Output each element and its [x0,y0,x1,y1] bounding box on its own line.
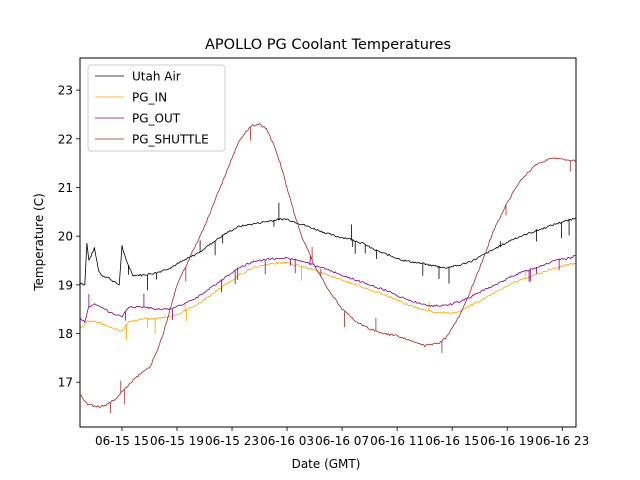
series-layer [79,123,577,414]
y-tick-label: 19 [58,278,73,292]
x-tick-label: 06-16 07 [315,434,369,448]
series-line-pg-out [79,255,576,323]
series-line-pg-shuttle [79,123,577,414]
legend-label: Utah Air [132,70,181,84]
chart-title: APOLLO PG Coolant Temperatures [205,37,451,53]
legend: Utah Air PG_IN PG_OUT PG_SHUTTLE [87,64,226,152]
y-tick-label: 22 [58,132,73,146]
x-axis-label: Date (GMT) [292,457,361,471]
y-tick-label: 17 [58,376,73,390]
x-axis: 06-15 15 06-15 19 06-15 23 06-16 03 06-16 07… [95,427,589,448]
x-tick-label: 06-16 19 [480,434,534,448]
y-tick-label: 23 [58,84,73,98]
y-axis-label: Temperature (C) [32,193,46,292]
y-tick-label: 21 [58,181,73,195]
y-tick-label: 18 [58,327,73,341]
x-tick-label: 06-15 15 [95,434,149,448]
x-tick-label: 06-15 19 [150,434,204,448]
plot-frame [79,57,577,428]
x-tick-label: 06-15 23 [205,434,259,448]
legend-label: PG_OUT [132,112,181,126]
y-tick-label: 20 [58,230,73,244]
legend-label: PG_SHUTTLE [132,133,209,147]
x-tick-label: 06-16 03 [260,434,314,448]
x-tick-label: 06-16 23 [535,434,589,448]
x-tick-label: 06-16 11 [370,434,424,448]
x-tick-label: 06-16 15 [425,434,479,448]
legend-box [87,64,226,152]
legend-label: PG_IN [132,91,167,105]
y-axis: 17 18 19 20 21 22 23 [58,84,80,390]
series-line-utah-air [79,202,577,291]
